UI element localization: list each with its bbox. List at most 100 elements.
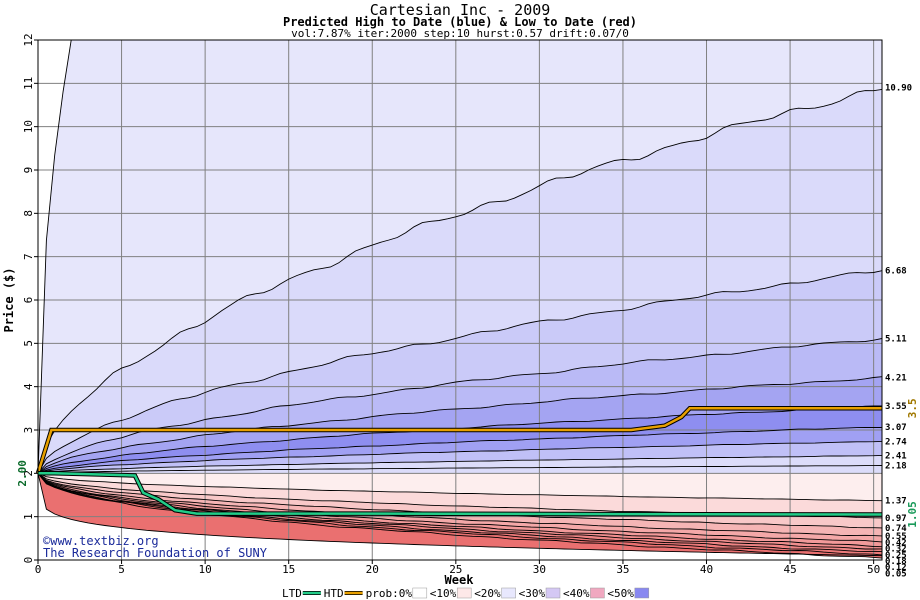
high-band — [38, 427, 882, 474]
y-tick-label: 12 — [22, 33, 35, 46]
band-boundary-line — [38, 472, 882, 502]
legend-label: HTD — [324, 587, 344, 600]
ltd-end-label: 1.05 — [906, 501, 919, 528]
low-band — [38, 473, 882, 547]
legend-label: <10% — [430, 587, 457, 600]
legend-label: LTD — [282, 587, 302, 600]
band-boundary-line — [38, 426, 882, 474]
band-boundary-line — [38, 473, 882, 557]
band-boundary-line — [38, 454, 882, 474]
y-tick-label: 6 — [22, 297, 35, 304]
credit-foundation: The Research Foundation of SUNY — [43, 546, 268, 560]
x-tick-label: 25 — [449, 563, 462, 576]
band-boundary-line — [38, 465, 882, 474]
high-band — [38, 455, 882, 474]
right-value-labels: 10.90 6.68 5.11 4.21 3.55 3.07 2.74 2.412.18 1.3… — [885, 84, 912, 580]
chart-params: vol:7.87% iter:2000 step:10 hurst:0.57 d… — [291, 27, 629, 40]
credit-website: ©www.textbiz.org — [43, 534, 159, 548]
y-tick-label: 10 — [22, 120, 35, 133]
low-band — [38, 473, 882, 542]
chart-title: Cartesian Inc - 2009 — [369, 1, 551, 19]
y-tick-label: 0 — [22, 557, 35, 564]
right-value-label: 0.55 — [885, 532, 907, 542]
series-lines: 3.5 1.05 — [35, 398, 919, 528]
high-band — [38, 338, 882, 474]
y-tick-label: 4 — [22, 383, 35, 390]
legend-box-swatch — [545, 587, 561, 599]
band-boundaries — [38, 40, 882, 559]
y-tick-label: 2 — [22, 470, 35, 477]
x-tick-label: 30 — [533, 563, 546, 576]
legend-label: <30% — [519, 587, 546, 600]
legend-label: <20% — [474, 587, 501, 600]
x-tick-label: 0 — [35, 563, 42, 576]
right-value-label: 3.55 — [885, 402, 907, 412]
band-boundary-line — [38, 440, 882, 474]
high-band — [38, 376, 882, 474]
legend-box-swatch — [634, 587, 650, 599]
y-tick-label: 7 — [22, 253, 35, 260]
x-tick-label: 45 — [783, 563, 796, 576]
x-tick-label: 10 — [199, 563, 212, 576]
legend-box-swatch — [412, 587, 428, 599]
start-price-label: 2.00 — [16, 460, 29, 487]
right-value-label: 0.74 — [885, 524, 907, 534]
band-boundary-line — [38, 338, 882, 474]
right-value-label: 10.90 — [885, 84, 912, 94]
x-tick-label: 35 — [616, 563, 629, 576]
right-value-label: 2.41 — [885, 452, 907, 462]
right-value-label: 0.42 — [885, 538, 907, 548]
band-boundary-line — [38, 376, 882, 474]
right-value-label: 6.68 — [885, 267, 907, 277]
right-value-label: 3.07 — [885, 423, 907, 433]
low-band — [38, 473, 882, 559]
x-tick-label: 20 — [366, 563, 379, 576]
htd-line — [36, 407, 882, 474]
right-value-label: 0.97 — [885, 514, 907, 524]
chart-subtitle: Predicted High to Date (blue) & Low to D… — [282, 15, 637, 29]
high-band — [38, 40, 882, 474]
y-tick-label: 11 — [22, 77, 35, 90]
high-band — [38, 270, 882, 474]
chart-legend: LTD HTD prob:0% <10% <20% <30% <40% <50% — [282, 587, 650, 600]
right-value-label: 0.05 — [885, 569, 907, 579]
right-value-label: 5.11 — [885, 335, 907, 345]
right-value-label: 2.18 — [885, 462, 907, 472]
high-band — [38, 89, 882, 474]
ltd-line — [38, 472, 883, 516]
right-value-label: 0.12 — [885, 563, 907, 573]
legend-label: <50% — [607, 587, 634, 600]
band-boundary-line — [38, 88, 882, 474]
right-value-label: 0.25 — [885, 551, 907, 561]
low-band — [38, 473, 882, 501]
right-value-label: 4.21 — [885, 374, 907, 384]
band-boundary-line — [38, 472, 882, 548]
y-tick-label: 1 — [22, 513, 35, 520]
x-tick-label: 5 — [118, 563, 125, 576]
legend-label: prob:0% — [366, 587, 413, 600]
x-axis-label: Week — [445, 573, 475, 587]
low-band — [38, 473, 882, 536]
band-boundary-line — [38, 472, 882, 537]
y-axis-label: Price ($) — [2, 267, 16, 332]
right-value-label: 0.32 — [885, 545, 907, 555]
x-tick-label: 50 — [867, 563, 880, 576]
y-tick-label: 3 — [22, 427, 35, 434]
right-value-label: 1.37 — [885, 497, 907, 507]
y-tick-label: 9 — [22, 167, 35, 174]
probability-bands — [38, 40, 882, 559]
right-value-label: 2.74 — [885, 437, 907, 447]
legend-box-swatch — [590, 587, 605, 599]
high-band — [38, 465, 882, 474]
right-value-label: 0.18 — [885, 557, 907, 567]
y-tick-label: 8 — [22, 210, 35, 217]
legend-box-swatch — [501, 587, 516, 599]
band-boundary-line — [38, 270, 882, 474]
band-boundary-line — [38, 472, 882, 543]
legend-box-swatch — [456, 587, 472, 599]
legend-label: <40% — [563, 587, 590, 600]
y-tick-label: 5 — [22, 340, 35, 347]
x-tick-label: 15 — [282, 563, 295, 576]
